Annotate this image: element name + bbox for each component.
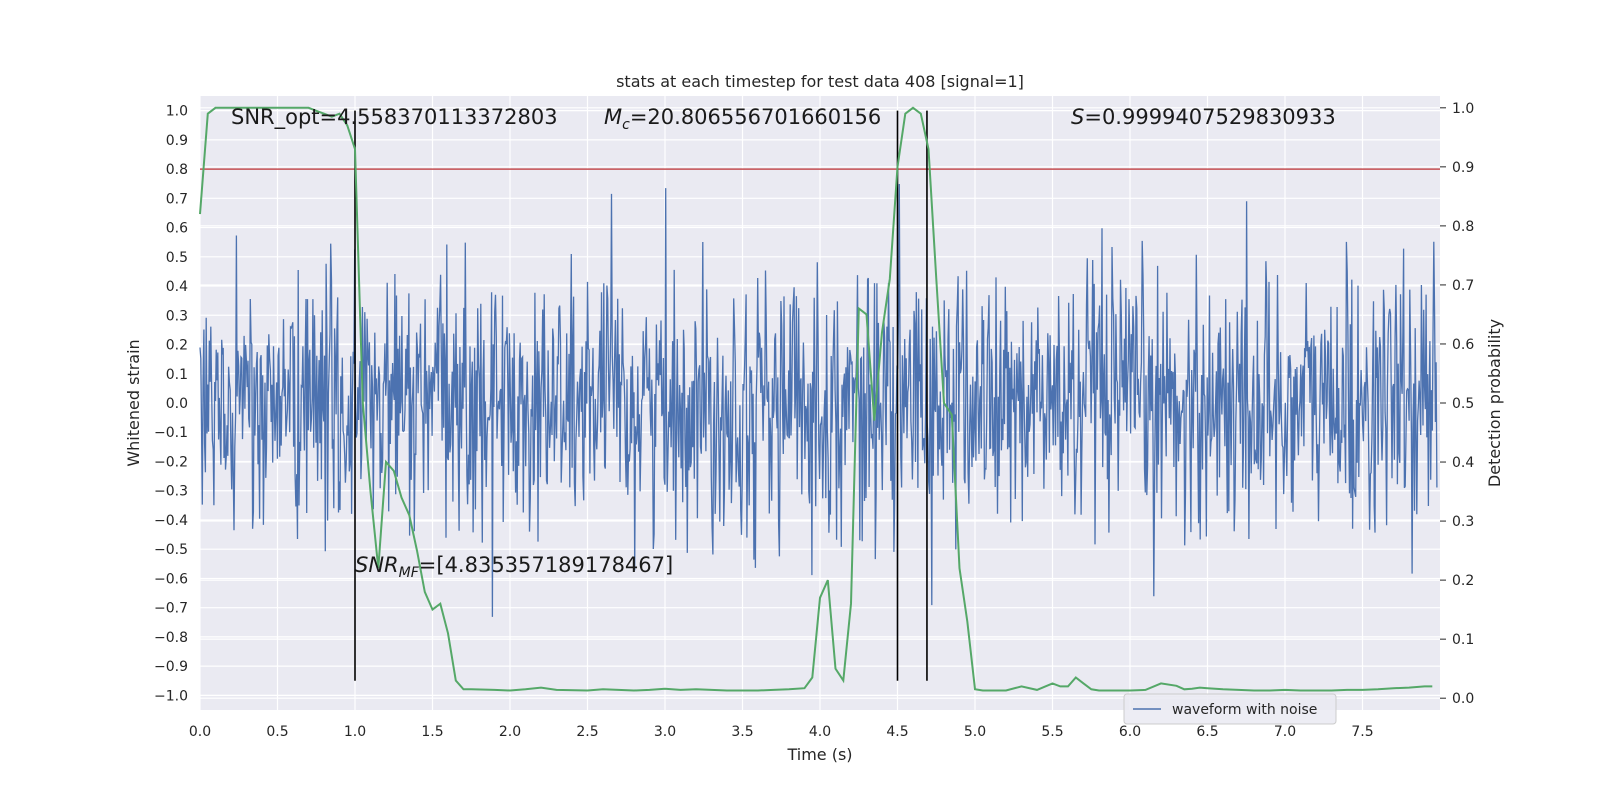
y2-tick-label: 0.8 — [1452, 219, 1474, 235]
x-tick-label: 6.5 — [1196, 724, 1218, 740]
y2-tick-label: 0.3 — [1452, 514, 1474, 530]
x-tick-label: 4.5 — [886, 724, 908, 740]
y2-axis-label: Detection probability — [1485, 319, 1504, 487]
y-tick-label: −0.2 — [154, 454, 188, 470]
y-tick-label: −0.8 — [154, 630, 188, 646]
y-tick-label: 0.5 — [166, 250, 188, 266]
x-tick-label: 3.5 — [731, 724, 753, 740]
y2-tick-label: 1.0 — [1452, 101, 1474, 117]
annotation-s-symbol: S — [1071, 105, 1084, 129]
annotation-snr-mf-sub: MF — [399, 565, 420, 581]
annotation-chirp-mass-symbol: M — [604, 105, 622, 129]
y2-tick-label: 0.0 — [1452, 691, 1474, 707]
y-tick-label: 0.9 — [166, 133, 188, 149]
y-tick-label: 0.4 — [166, 279, 188, 295]
x-tick-labels: 0.0 0.5 1.0 1.5 2.0 2.5 3.0 3.5 4.0 4.5 5.0 5.5 6.0 6… — [189, 724, 1374, 740]
x-tick-label: 7.0 — [1274, 724, 1296, 740]
annotation-chirp-mass-sub: c — [622, 117, 630, 133]
y-tick-label: 0.0 — [166, 396, 188, 412]
y-tick-label: −0.9 — [154, 659, 188, 675]
y-tick-label: 0.3 — [166, 308, 188, 324]
x-tick-label: 0.0 — [189, 724, 211, 740]
probability-series — [199, 106, 1433, 692]
annotation-snr-mf: SNRMF=[4.835357189178467] — [355, 553, 673, 581]
y-tick-label: 0.8 — [166, 162, 188, 178]
probability-series-line — [199, 106, 1433, 692]
annotation-snr-mf-symbol: SNR — [355, 553, 399, 577]
x-axis-label: Time (s) — [786, 745, 852, 764]
y2-tick-label: 0.5 — [1452, 396, 1474, 412]
y2-tick-label: 0.7 — [1452, 278, 1474, 294]
annotation-snr-opt: SNR_opt=4.558370113372803 — [231, 105, 558, 130]
x-tick-label: 0.5 — [266, 724, 288, 740]
legend-box — [1123, 693, 1337, 725]
y-tick-label: −0.3 — [154, 484, 188, 500]
y-tick-labels: 1.0 0.9 0.8 0.7 0.6 0.5 0.4 0.3 0.2 0.1 0.0 −0.1 −0.… — [154, 104, 188, 705]
noise-series-line — [199, 183, 1438, 617]
y-tick-label: 0.2 — [166, 338, 188, 354]
y2-tick-label: 0.9 — [1452, 160, 1474, 176]
x-tick-label: 3.0 — [654, 724, 676, 740]
y-tick-label: 1.0 — [166, 104, 188, 120]
y-tick-label: 0.1 — [166, 367, 188, 383]
annotation-chirp-mass: Mc=20.806556701660156 — [604, 105, 881, 133]
y-tick-label: 0.7 — [166, 191, 188, 207]
y-tick-label: −0.1 — [154, 425, 188, 441]
y-tick-label: −0.7 — [154, 601, 188, 617]
legend-label: waveform with noise — [1172, 702, 1317, 718]
y-tick-label: 0.6 — [166, 221, 188, 237]
y-tick-label: −0.5 — [154, 542, 188, 558]
y2-tick-label: 0.2 — [1452, 573, 1474, 589]
x-tick-label: 4.0 — [809, 724, 831, 740]
annotation-chirp-mass-value: =20.806556701660156 — [630, 105, 881, 129]
annotation-s-value: =0.9999407529830933 — [1084, 105, 1335, 129]
x-tick-label: 7.5 — [1351, 724, 1373, 740]
legend: waveform with noise — [1123, 693, 1337, 725]
y2-tick-label: 0.6 — [1452, 337, 1474, 353]
vertical-lines-layer — [354, 110, 928, 681]
x-tick-label: 6.0 — [1119, 724, 1141, 740]
x-tick-label: 1.5 — [421, 724, 443, 740]
y-tick-label: −0.4 — [154, 513, 188, 529]
y2-tick-label: 0.4 — [1452, 455, 1474, 471]
annotation-s: S=0.9999407529830933 — [1071, 105, 1336, 129]
y-tick-label: −0.6 — [154, 571, 188, 587]
annotation-snr-mf-value: =[4.835357189178467] — [419, 553, 673, 577]
x-tick-label: 5.5 — [1041, 724, 1063, 740]
x-tick-label: 2.0 — [499, 724, 521, 740]
y2-tick-label: 0.1 — [1452, 632, 1474, 648]
chart-title: stats at each timestep for test data 408… — [616, 72, 1024, 91]
y2-tick-labels: 1.0 0.9 0.8 0.7 0.6 0.5 0.4 0.3 0.2 0.1 0.0 — [1440, 101, 1474, 707]
noise-series — [199, 183, 1438, 617]
y-axis-label: Whitened strain — [124, 339, 143, 466]
x-tick-label: 5.0 — [964, 724, 986, 740]
y-tick-label: −1.0 — [154, 688, 188, 704]
x-tick-label: 1.0 — [344, 724, 366, 740]
x-tick-label: 2.5 — [576, 724, 598, 740]
